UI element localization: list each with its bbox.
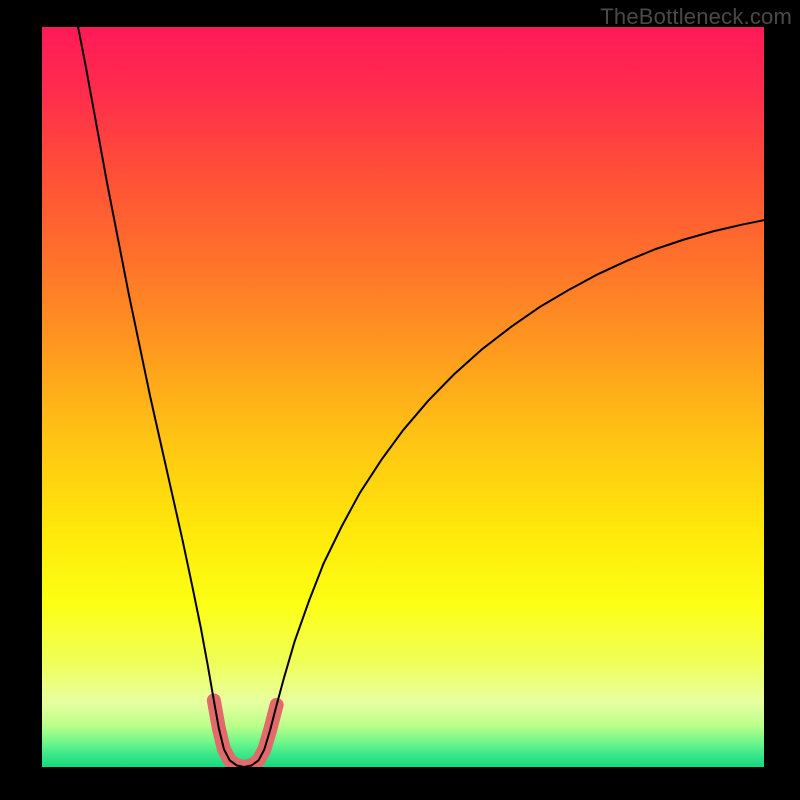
- chart-stage: TheBottleneck.com: [0, 0, 800, 800]
- watermark-text: TheBottleneck.com: [600, 4, 792, 30]
- bottleneck-chart: [0, 0, 800, 800]
